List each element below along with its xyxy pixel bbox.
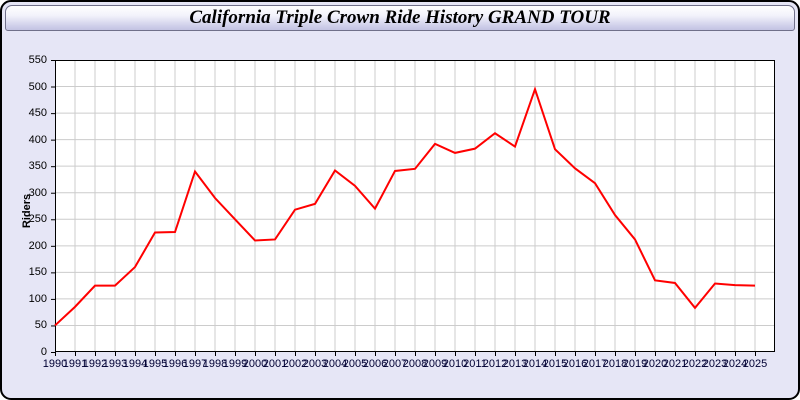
title-bar: California Triple Crown Ride History GRA… [5,5,795,31]
riders-line-series [54,86,756,327]
plot-border [55,60,775,352]
chart-title: California Triple Crown Ride History GRA… [189,7,611,28]
